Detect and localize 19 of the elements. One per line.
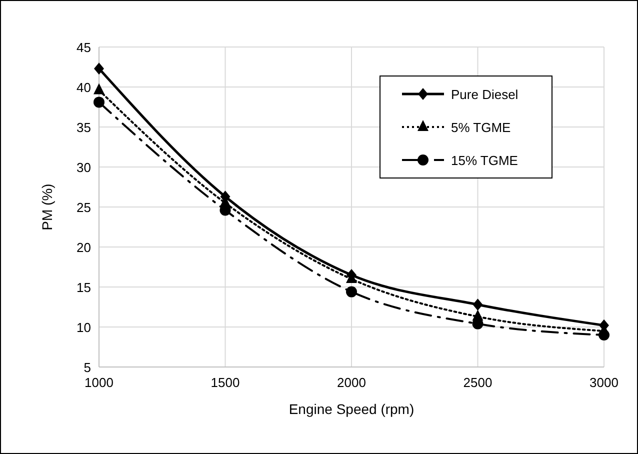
y-tick-label: 15 [76, 280, 91, 295]
x-tick-label: 1500 [210, 375, 240, 390]
y-tick-label: 10 [76, 320, 91, 335]
x-tick-label: 2000 [337, 375, 366, 390]
legend-label: 15% TGME [451, 153, 518, 168]
legend-label: 5% TGME [451, 120, 512, 135]
y-tick-label: 30 [76, 160, 91, 175]
x-tick-label: 1000 [84, 375, 114, 390]
y-tick-label: 45 [76, 40, 91, 55]
x-axis-title: Engine Speed (rpm) [288, 401, 414, 417]
x-tick-label: 2500 [463, 375, 492, 390]
y-tick-label: 5 [84, 360, 91, 375]
y-tick-label: 40 [76, 80, 91, 95]
y-tick-label: 35 [76, 120, 91, 135]
x-tick-label: 3000 [590, 375, 618, 390]
legend-label: Pure Diesel [451, 87, 518, 102]
y-tick-label: 20 [76, 240, 91, 255]
y-axis-title: PM (%) [39, 184, 55, 230]
y-tick-label: 25 [76, 200, 91, 215]
